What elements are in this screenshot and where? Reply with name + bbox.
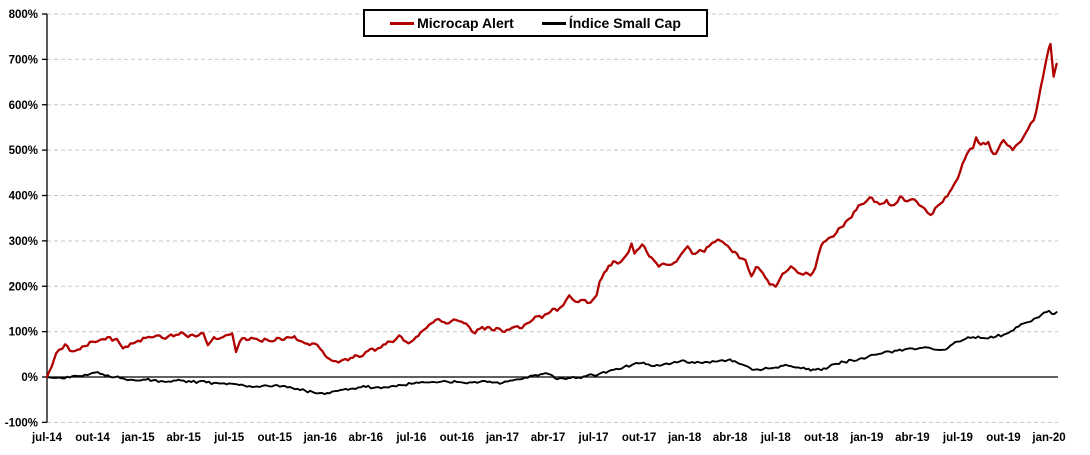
legend-label-indice-small-cap: Índice Small Cap [568, 15, 681, 31]
x-tick-label: abr-16 [349, 432, 384, 444]
x-tick-label: jul-15 [213, 432, 245, 444]
x-tick-label: jul-18 [760, 432, 792, 444]
series-line-microcap-alert [45, 42, 1058, 379]
x-tick-label: out-17 [622, 432, 657, 444]
x-tick-label: jan-16 [303, 432, 337, 444]
y-tick-label: 400% [9, 191, 38, 203]
legend-swatch-indice-small-cap [541, 21, 566, 25]
x-tick-label: jul-16 [395, 432, 426, 444]
y-tick-label: 200% [9, 281, 38, 293]
legend-item-indice-small-cap: Índice Small Cap [541, 15, 681, 31]
x-tick-label: out-14 [75, 432, 110, 444]
x-tick-label: abr-19 [895, 432, 930, 444]
y-tick-label: 700% [9, 54, 38, 66]
x-tick-label: jan-15 [120, 432, 155, 444]
x-tick-label: out-19 [986, 432, 1021, 444]
series-line-indice-small-cap [46, 309, 1058, 396]
y-tick-label: 500% [9, 145, 38, 157]
x-tick-label: jan-18 [667, 432, 702, 444]
legend-label-microcap-alert: Microcap Alert [417, 15, 514, 31]
x-tick-label: jul-17 [578, 432, 609, 444]
legend-swatch-microcap-alert [390, 21, 415, 25]
y-tick-label: 800% [9, 9, 38, 21]
legend-item-microcap-alert: Microcap Alert [390, 15, 514, 31]
y-tick-label: 100% [9, 327, 38, 339]
x-tick-label: out-18 [804, 432, 839, 444]
x-tick-label: jan-20 [1031, 432, 1065, 444]
x-tick-label: abr-17 [531, 432, 566, 444]
x-tick-label: out-16 [440, 432, 475, 444]
y-tick-label: 600% [9, 100, 38, 112]
y-tick-label: -100% [5, 417, 38, 429]
y-tick-label: 300% [9, 236, 38, 248]
chart-legend: Microcap Alert Índice Small Cap [363, 9, 708, 37]
x-tick-label: jul-14 [31, 432, 63, 444]
x-tick-label: abr-18 [713, 432, 748, 444]
x-tick-label: jan-19 [849, 432, 883, 444]
y-tick-label: 0% [21, 372, 38, 384]
x-tick-label: out-15 [257, 432, 292, 444]
x-tick-label: jan-17 [485, 432, 519, 444]
x-tick-label: jul-19 [942, 432, 973, 444]
x-tick-label: abr-15 [166, 432, 201, 444]
